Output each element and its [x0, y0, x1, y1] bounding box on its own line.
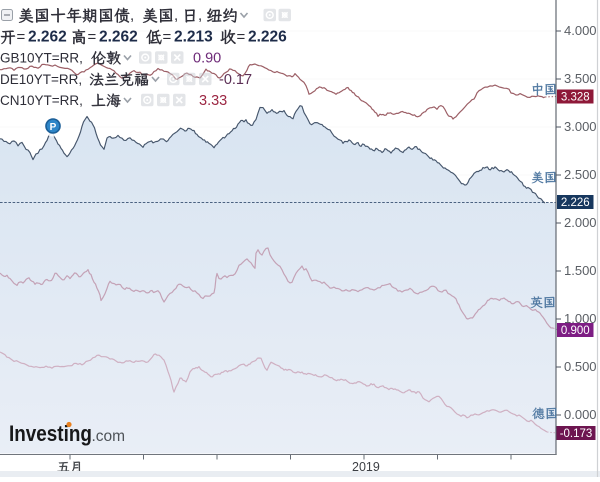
svg-text:=: = [88, 29, 97, 46]
svg-text:2.226: 2.226 [248, 29, 287, 46]
svg-text:2.000: 2.000 [564, 215, 597, 230]
svg-text:0.900: 0.900 [561, 325, 590, 337]
svg-text:P: P [50, 122, 57, 133]
svg-text:2.226: 2.226 [561, 197, 590, 209]
svg-text:,: , [198, 7, 202, 24]
svg-text:=: = [17, 29, 26, 46]
svg-text:2019: 2019 [352, 460, 380, 474]
svg-text:,: , [174, 7, 178, 24]
svg-text:1.000: 1.000 [564, 311, 597, 326]
svg-text:,: , [130, 7, 134, 24]
svg-text:=: = [163, 29, 172, 46]
svg-text:2.262: 2.262 [28, 29, 67, 46]
svg-text:-0.17: -0.17 [219, 72, 252, 88]
svg-text:3.328: 3.328 [561, 92, 590, 104]
svg-text:3.33: 3.33 [199, 93, 227, 109]
svg-text:2.213: 2.213 [174, 29, 213, 46]
svg-text:2.262: 2.262 [99, 29, 138, 46]
svg-text:3.500: 3.500 [564, 71, 597, 86]
svg-text:-0.173: -0.173 [560, 428, 593, 440]
svg-text:3.000: 3.000 [564, 119, 597, 134]
svg-text:0.000: 0.000 [564, 407, 597, 422]
svg-text:CN10YT=RR,: CN10YT=RR, [0, 93, 83, 108]
svg-text:DE10YT=RR,: DE10YT=RR, [0, 72, 82, 87]
svg-text:GB10YT=RR,: GB10YT=RR, [0, 51, 83, 66]
svg-text:.com: .com [92, 428, 126, 445]
svg-text:4.000: 4.000 [564, 23, 597, 38]
svg-text:=: = [237, 29, 246, 46]
svg-text:1.500: 1.500 [564, 263, 597, 278]
svg-text:0.500: 0.500 [564, 359, 597, 374]
svg-text:2.500: 2.500 [564, 167, 597, 182]
svg-text:0.90: 0.90 [193, 51, 221, 67]
svg-text:Investing: Investing [9, 422, 92, 447]
